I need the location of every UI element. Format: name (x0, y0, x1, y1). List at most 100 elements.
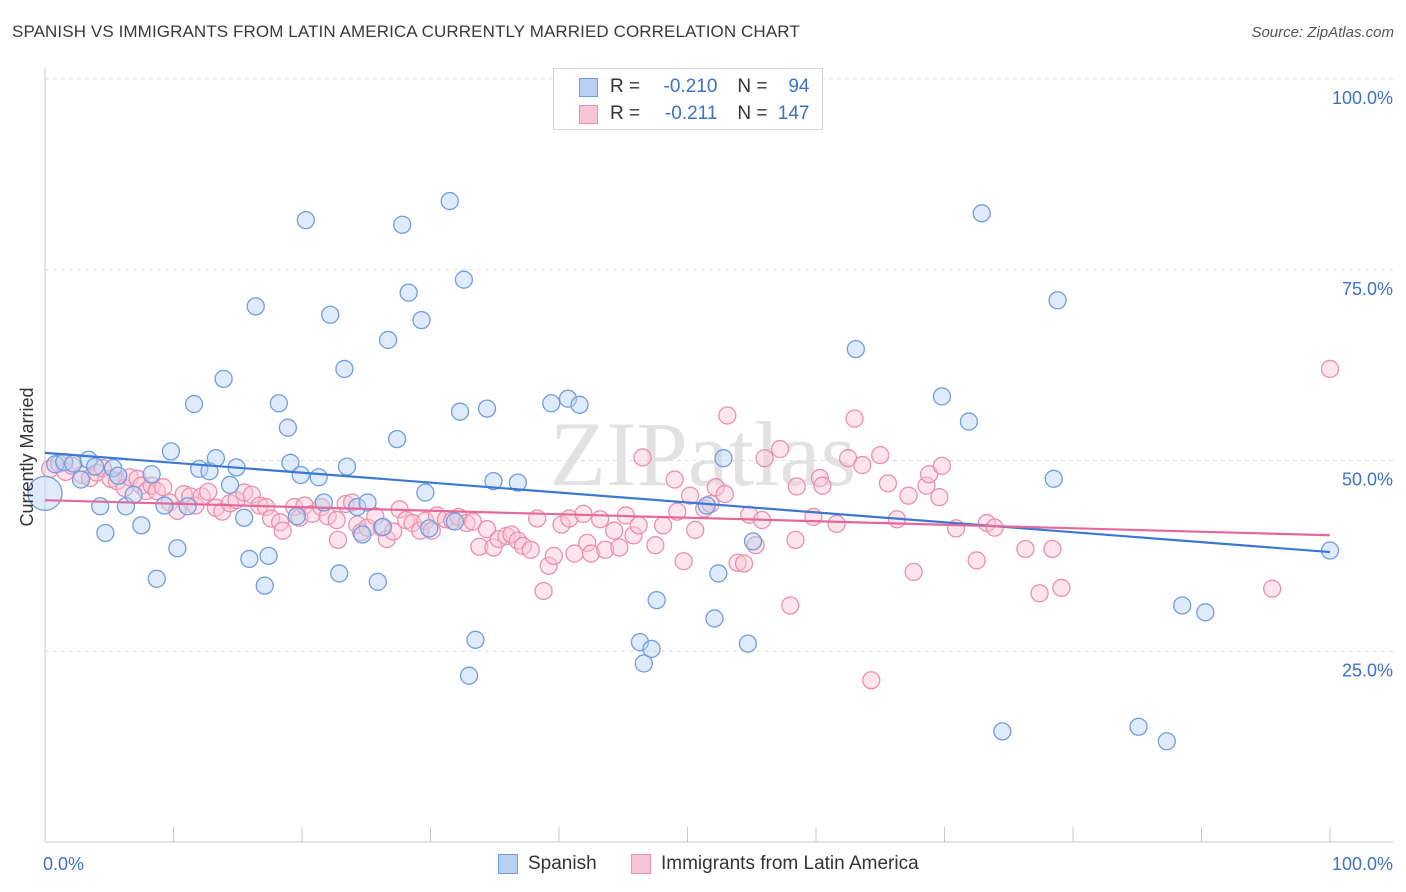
spanish-trend-line (44, 451, 1331, 554)
y-tick-label: 75.0% (1342, 279, 1393, 299)
immigrants-point (590, 510, 610, 529)
spanish-point (697, 496, 716, 515)
spanish-point (1157, 732, 1176, 751)
legend-label-spanish: Spanish (528, 853, 597, 874)
spanish-point (709, 564, 728, 583)
immigrants-point (1052, 578, 1071, 598)
r-label: R = (610, 76, 641, 97)
x-tick-label: 0.0% (43, 854, 84, 874)
spanish-point (337, 457, 357, 476)
spanish-point (399, 283, 418, 302)
spanish-point (259, 546, 278, 566)
immigrants-point (862, 671, 881, 690)
watermark: ZIPatlas (550, 403, 857, 505)
immigrants-point (539, 556, 558, 575)
spanish-point (1196, 603, 1215, 622)
spanish-point (27, 475, 63, 511)
immigrants-point (463, 512, 483, 531)
immigrants-point (508, 531, 528, 550)
immigrants-point (917, 476, 936, 495)
spanish-point (255, 576, 274, 595)
immigrants-point (1320, 359, 1340, 379)
legend-row-spanish: R = -0.210 N = 94 (579, 75, 810, 99)
immigrants-point (470, 537, 489, 556)
spanish-point (477, 399, 497, 418)
spanish-point (296, 211, 316, 230)
grid-lines (45, 78, 1393, 652)
spanish-point (993, 722, 1012, 741)
immigrants-point (605, 521, 624, 540)
spanish-point (450, 402, 470, 421)
n-value: 147 (777, 103, 810, 124)
spanish-point (387, 429, 407, 449)
axes (44, 68, 1393, 843)
spanish-point (440, 191, 459, 211)
legend-swatch-spanish (498, 854, 518, 874)
spanish-point (846, 339, 865, 359)
chart-title: SPANISH VS IMMIGRANTS FROM LATIN AMERICA… (12, 22, 800, 41)
spanish-point (378, 330, 398, 350)
immigrants-point (327, 510, 346, 530)
immigrants-point (578, 533, 597, 553)
immigrants-point (899, 486, 918, 505)
y-tick-label: 25.0% (1342, 660, 1393, 680)
spanish-point (1044, 469, 1063, 488)
immigrants-point (967, 551, 986, 570)
immigrants-point (154, 478, 173, 497)
spanish-point (155, 496, 174, 515)
immigrants-point (1030, 584, 1049, 603)
n-label: N = (737, 76, 768, 97)
spanish-point (358, 493, 377, 512)
spanish-point (330, 564, 349, 583)
legend-swatch-immigrants (579, 104, 598, 124)
y-tick-label: 100.0% (1332, 88, 1393, 108)
spanish-point (642, 639, 661, 659)
immigrants-point (624, 526, 643, 545)
chart-source: Source: ZipAtlas.com (1251, 24, 1394, 41)
spanish-point (570, 395, 589, 414)
immigrants-point (534, 581, 553, 601)
spanish-point (287, 507, 307, 526)
immigrants-point (932, 456, 952, 475)
r-value: -0.210 (663, 76, 718, 97)
spanish-point (168, 539, 187, 558)
spanish-point (235, 508, 254, 527)
spanish-point (558, 389, 578, 408)
immigrants-point (477, 520, 497, 539)
spanish-point (1129, 717, 1148, 736)
immigrants-point (845, 409, 864, 428)
spanish-point (109, 466, 128, 485)
spanish-point (705, 609, 724, 628)
tick-labels: 25.0% 50.0% 75.0% 100.0% 0.0% 100.0% (43, 88, 1393, 874)
immigrants-point (715, 484, 734, 504)
spanish-point (466, 630, 485, 649)
immigrants-point (919, 465, 939, 484)
r-label: R = (610, 103, 641, 124)
immigrants-point (827, 514, 846, 533)
spanish-point (393, 215, 412, 234)
spanish-point (214, 369, 233, 389)
spanish-point (321, 305, 340, 324)
immigrants-point (262, 509, 281, 528)
immigrants-point (328, 530, 348, 550)
spanish-point (184, 394, 204, 414)
immigrants-point (273, 521, 292, 540)
spanish-point (178, 497, 197, 516)
immigrants-point (734, 554, 754, 573)
immigrants-point (786, 530, 805, 550)
immigrants-point (668, 502, 687, 521)
immigrants-trend-line (44, 499, 1331, 537)
spanish-point (147, 569, 166, 588)
spanish-point (634, 654, 653, 673)
immigrants-point (728, 553, 747, 572)
spanish-point (630, 632, 650, 652)
spanish-point (335, 359, 354, 379)
spanish-point (1048, 291, 1067, 310)
immigrants-point (1263, 579, 1282, 598)
spanish-point (240, 549, 259, 569)
spanish-point (959, 412, 979, 431)
immigrants-point (755, 449, 774, 468)
spanish-point (508, 473, 528, 492)
immigrants-point (633, 448, 652, 467)
immigrants-point (646, 536, 665, 555)
